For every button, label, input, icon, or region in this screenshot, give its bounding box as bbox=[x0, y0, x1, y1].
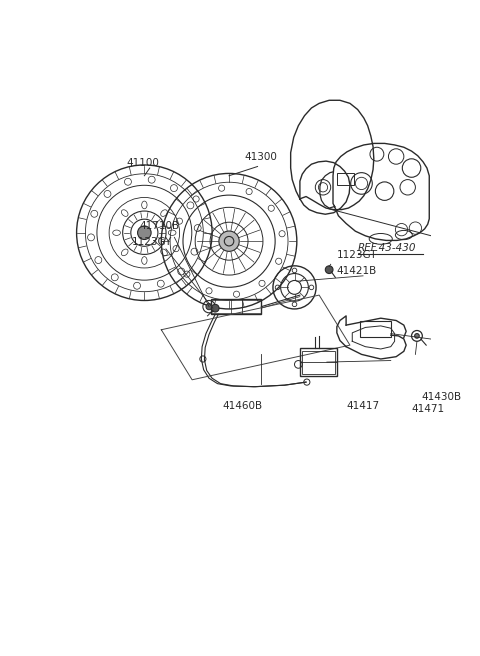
Circle shape bbox=[206, 304, 212, 310]
Text: 41300: 41300 bbox=[244, 152, 277, 162]
Circle shape bbox=[219, 231, 239, 251]
Text: 1123GT: 1123GT bbox=[337, 251, 377, 260]
Text: 41430B: 41430B bbox=[421, 392, 462, 402]
Bar bbox=[360, 321, 391, 337]
Circle shape bbox=[138, 226, 151, 239]
Text: 41710B: 41710B bbox=[140, 221, 180, 231]
Text: REF.43-430: REF.43-430 bbox=[358, 243, 416, 253]
Bar bbox=[337, 173, 354, 185]
Text: 41421B: 41421B bbox=[337, 266, 377, 276]
Text: 41471: 41471 bbox=[411, 405, 444, 415]
Text: 1123GY: 1123GY bbox=[132, 237, 172, 247]
Bar bbox=[211, 300, 262, 313]
Circle shape bbox=[211, 304, 219, 312]
Text: 41460B: 41460B bbox=[223, 401, 263, 411]
Bar bbox=[211, 299, 262, 314]
Bar bbox=[300, 348, 337, 376]
Bar bbox=[302, 350, 335, 374]
Circle shape bbox=[325, 266, 333, 274]
Text: 41100: 41100 bbox=[127, 158, 159, 168]
Circle shape bbox=[415, 334, 419, 338]
Text: 41417: 41417 bbox=[346, 401, 379, 411]
